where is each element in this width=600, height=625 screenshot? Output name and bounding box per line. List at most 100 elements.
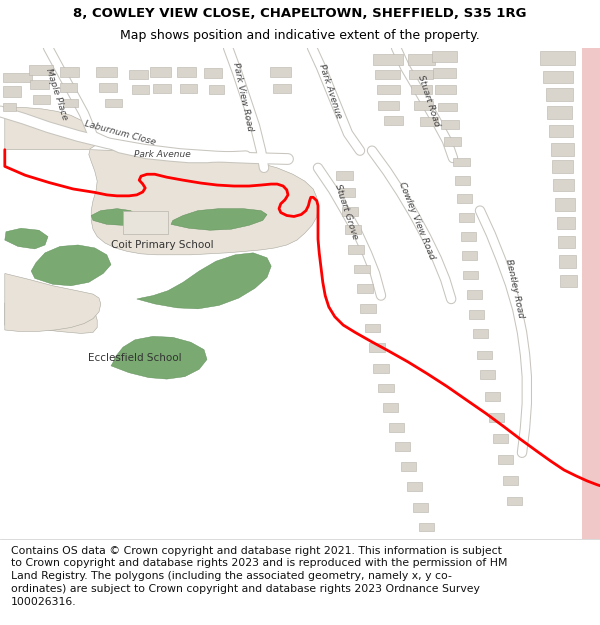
- FancyBboxPatch shape: [150, 67, 171, 77]
- FancyBboxPatch shape: [373, 54, 403, 65]
- FancyBboxPatch shape: [30, 81, 49, 89]
- Text: Park View Road: Park View Road: [232, 61, 254, 132]
- FancyBboxPatch shape: [408, 54, 435, 65]
- Text: Park Avenue: Park Avenue: [134, 149, 190, 159]
- FancyBboxPatch shape: [419, 522, 434, 531]
- FancyBboxPatch shape: [99, 83, 117, 92]
- FancyBboxPatch shape: [63, 99, 78, 107]
- FancyBboxPatch shape: [383, 403, 398, 412]
- Text: Cowley View Road: Cowley View Road: [397, 181, 437, 261]
- Text: Park Avenue: Park Avenue: [317, 63, 343, 120]
- FancyBboxPatch shape: [373, 364, 389, 372]
- Polygon shape: [5, 107, 95, 149]
- FancyBboxPatch shape: [549, 124, 573, 137]
- FancyBboxPatch shape: [123, 211, 168, 234]
- FancyBboxPatch shape: [433, 68, 456, 78]
- FancyBboxPatch shape: [339, 189, 355, 198]
- Text: Coit Primary School: Coit Primary School: [110, 240, 214, 250]
- FancyBboxPatch shape: [438, 102, 457, 111]
- FancyBboxPatch shape: [473, 329, 488, 338]
- Polygon shape: [31, 245, 111, 286]
- FancyBboxPatch shape: [453, 158, 470, 166]
- FancyBboxPatch shape: [60, 83, 77, 92]
- FancyBboxPatch shape: [553, 179, 574, 191]
- FancyBboxPatch shape: [552, 161, 573, 172]
- FancyBboxPatch shape: [384, 116, 403, 125]
- FancyBboxPatch shape: [441, 120, 459, 129]
- FancyBboxPatch shape: [345, 226, 361, 234]
- FancyBboxPatch shape: [459, 213, 474, 222]
- Text: Map shows position and indicative extent of the property.: Map shows position and indicative extent…: [120, 29, 480, 42]
- FancyBboxPatch shape: [369, 343, 385, 352]
- FancyBboxPatch shape: [467, 290, 482, 299]
- FancyBboxPatch shape: [132, 86, 149, 94]
- Text: Maple Place: Maple Place: [44, 68, 70, 121]
- FancyBboxPatch shape: [555, 198, 575, 211]
- FancyBboxPatch shape: [29, 65, 53, 74]
- Polygon shape: [89, 149, 318, 255]
- FancyBboxPatch shape: [378, 101, 399, 110]
- Polygon shape: [91, 209, 137, 226]
- FancyBboxPatch shape: [3, 102, 16, 111]
- FancyBboxPatch shape: [432, 51, 457, 62]
- FancyBboxPatch shape: [547, 106, 572, 119]
- Polygon shape: [5, 274, 101, 331]
- FancyBboxPatch shape: [558, 236, 575, 248]
- FancyBboxPatch shape: [455, 176, 470, 185]
- FancyBboxPatch shape: [336, 171, 353, 180]
- FancyBboxPatch shape: [469, 310, 484, 319]
- FancyBboxPatch shape: [413, 503, 428, 512]
- FancyBboxPatch shape: [357, 284, 373, 293]
- FancyBboxPatch shape: [153, 84, 171, 92]
- FancyBboxPatch shape: [401, 462, 416, 471]
- FancyBboxPatch shape: [463, 271, 478, 279]
- FancyBboxPatch shape: [105, 99, 122, 107]
- FancyBboxPatch shape: [498, 455, 513, 464]
- FancyBboxPatch shape: [378, 384, 394, 392]
- FancyBboxPatch shape: [204, 68, 222, 78]
- FancyBboxPatch shape: [462, 251, 477, 260]
- FancyBboxPatch shape: [365, 324, 380, 332]
- FancyBboxPatch shape: [180, 84, 197, 92]
- Polygon shape: [171, 209, 267, 230]
- FancyBboxPatch shape: [493, 434, 508, 443]
- Text: Laburnum Close: Laburnum Close: [83, 119, 157, 148]
- FancyBboxPatch shape: [435, 86, 456, 94]
- FancyBboxPatch shape: [348, 245, 364, 254]
- FancyBboxPatch shape: [60, 67, 79, 77]
- Text: Bentley Road: Bentley Road: [504, 258, 526, 319]
- FancyBboxPatch shape: [377, 86, 400, 94]
- Polygon shape: [111, 336, 207, 379]
- FancyBboxPatch shape: [395, 442, 410, 451]
- FancyBboxPatch shape: [129, 69, 148, 79]
- FancyBboxPatch shape: [360, 304, 376, 312]
- Text: Stuart Grove: Stuart Grove: [334, 183, 360, 241]
- FancyBboxPatch shape: [375, 69, 400, 79]
- FancyBboxPatch shape: [273, 84, 291, 92]
- Bar: [582, 48, 600, 539]
- FancyBboxPatch shape: [477, 351, 492, 359]
- FancyBboxPatch shape: [540, 51, 575, 65]
- FancyBboxPatch shape: [3, 86, 21, 97]
- Polygon shape: [137, 253, 271, 309]
- FancyBboxPatch shape: [507, 496, 522, 506]
- FancyBboxPatch shape: [551, 143, 574, 156]
- FancyBboxPatch shape: [489, 413, 504, 422]
- FancyBboxPatch shape: [503, 476, 518, 485]
- FancyBboxPatch shape: [407, 482, 422, 491]
- FancyBboxPatch shape: [209, 85, 224, 94]
- Text: Contains OS data © Crown copyright and database right 2021. This information is : Contains OS data © Crown copyright and d…: [11, 546, 508, 607]
- FancyBboxPatch shape: [420, 118, 438, 126]
- FancyBboxPatch shape: [480, 370, 495, 379]
- Polygon shape: [5, 228, 48, 249]
- FancyBboxPatch shape: [557, 217, 575, 229]
- FancyBboxPatch shape: [461, 232, 476, 241]
- FancyBboxPatch shape: [3, 73, 32, 82]
- FancyBboxPatch shape: [560, 275, 577, 288]
- Polygon shape: [5, 292, 97, 333]
- FancyBboxPatch shape: [96, 67, 117, 77]
- FancyBboxPatch shape: [270, 67, 291, 77]
- FancyBboxPatch shape: [457, 194, 472, 203]
- FancyBboxPatch shape: [409, 69, 433, 79]
- FancyBboxPatch shape: [546, 88, 573, 101]
